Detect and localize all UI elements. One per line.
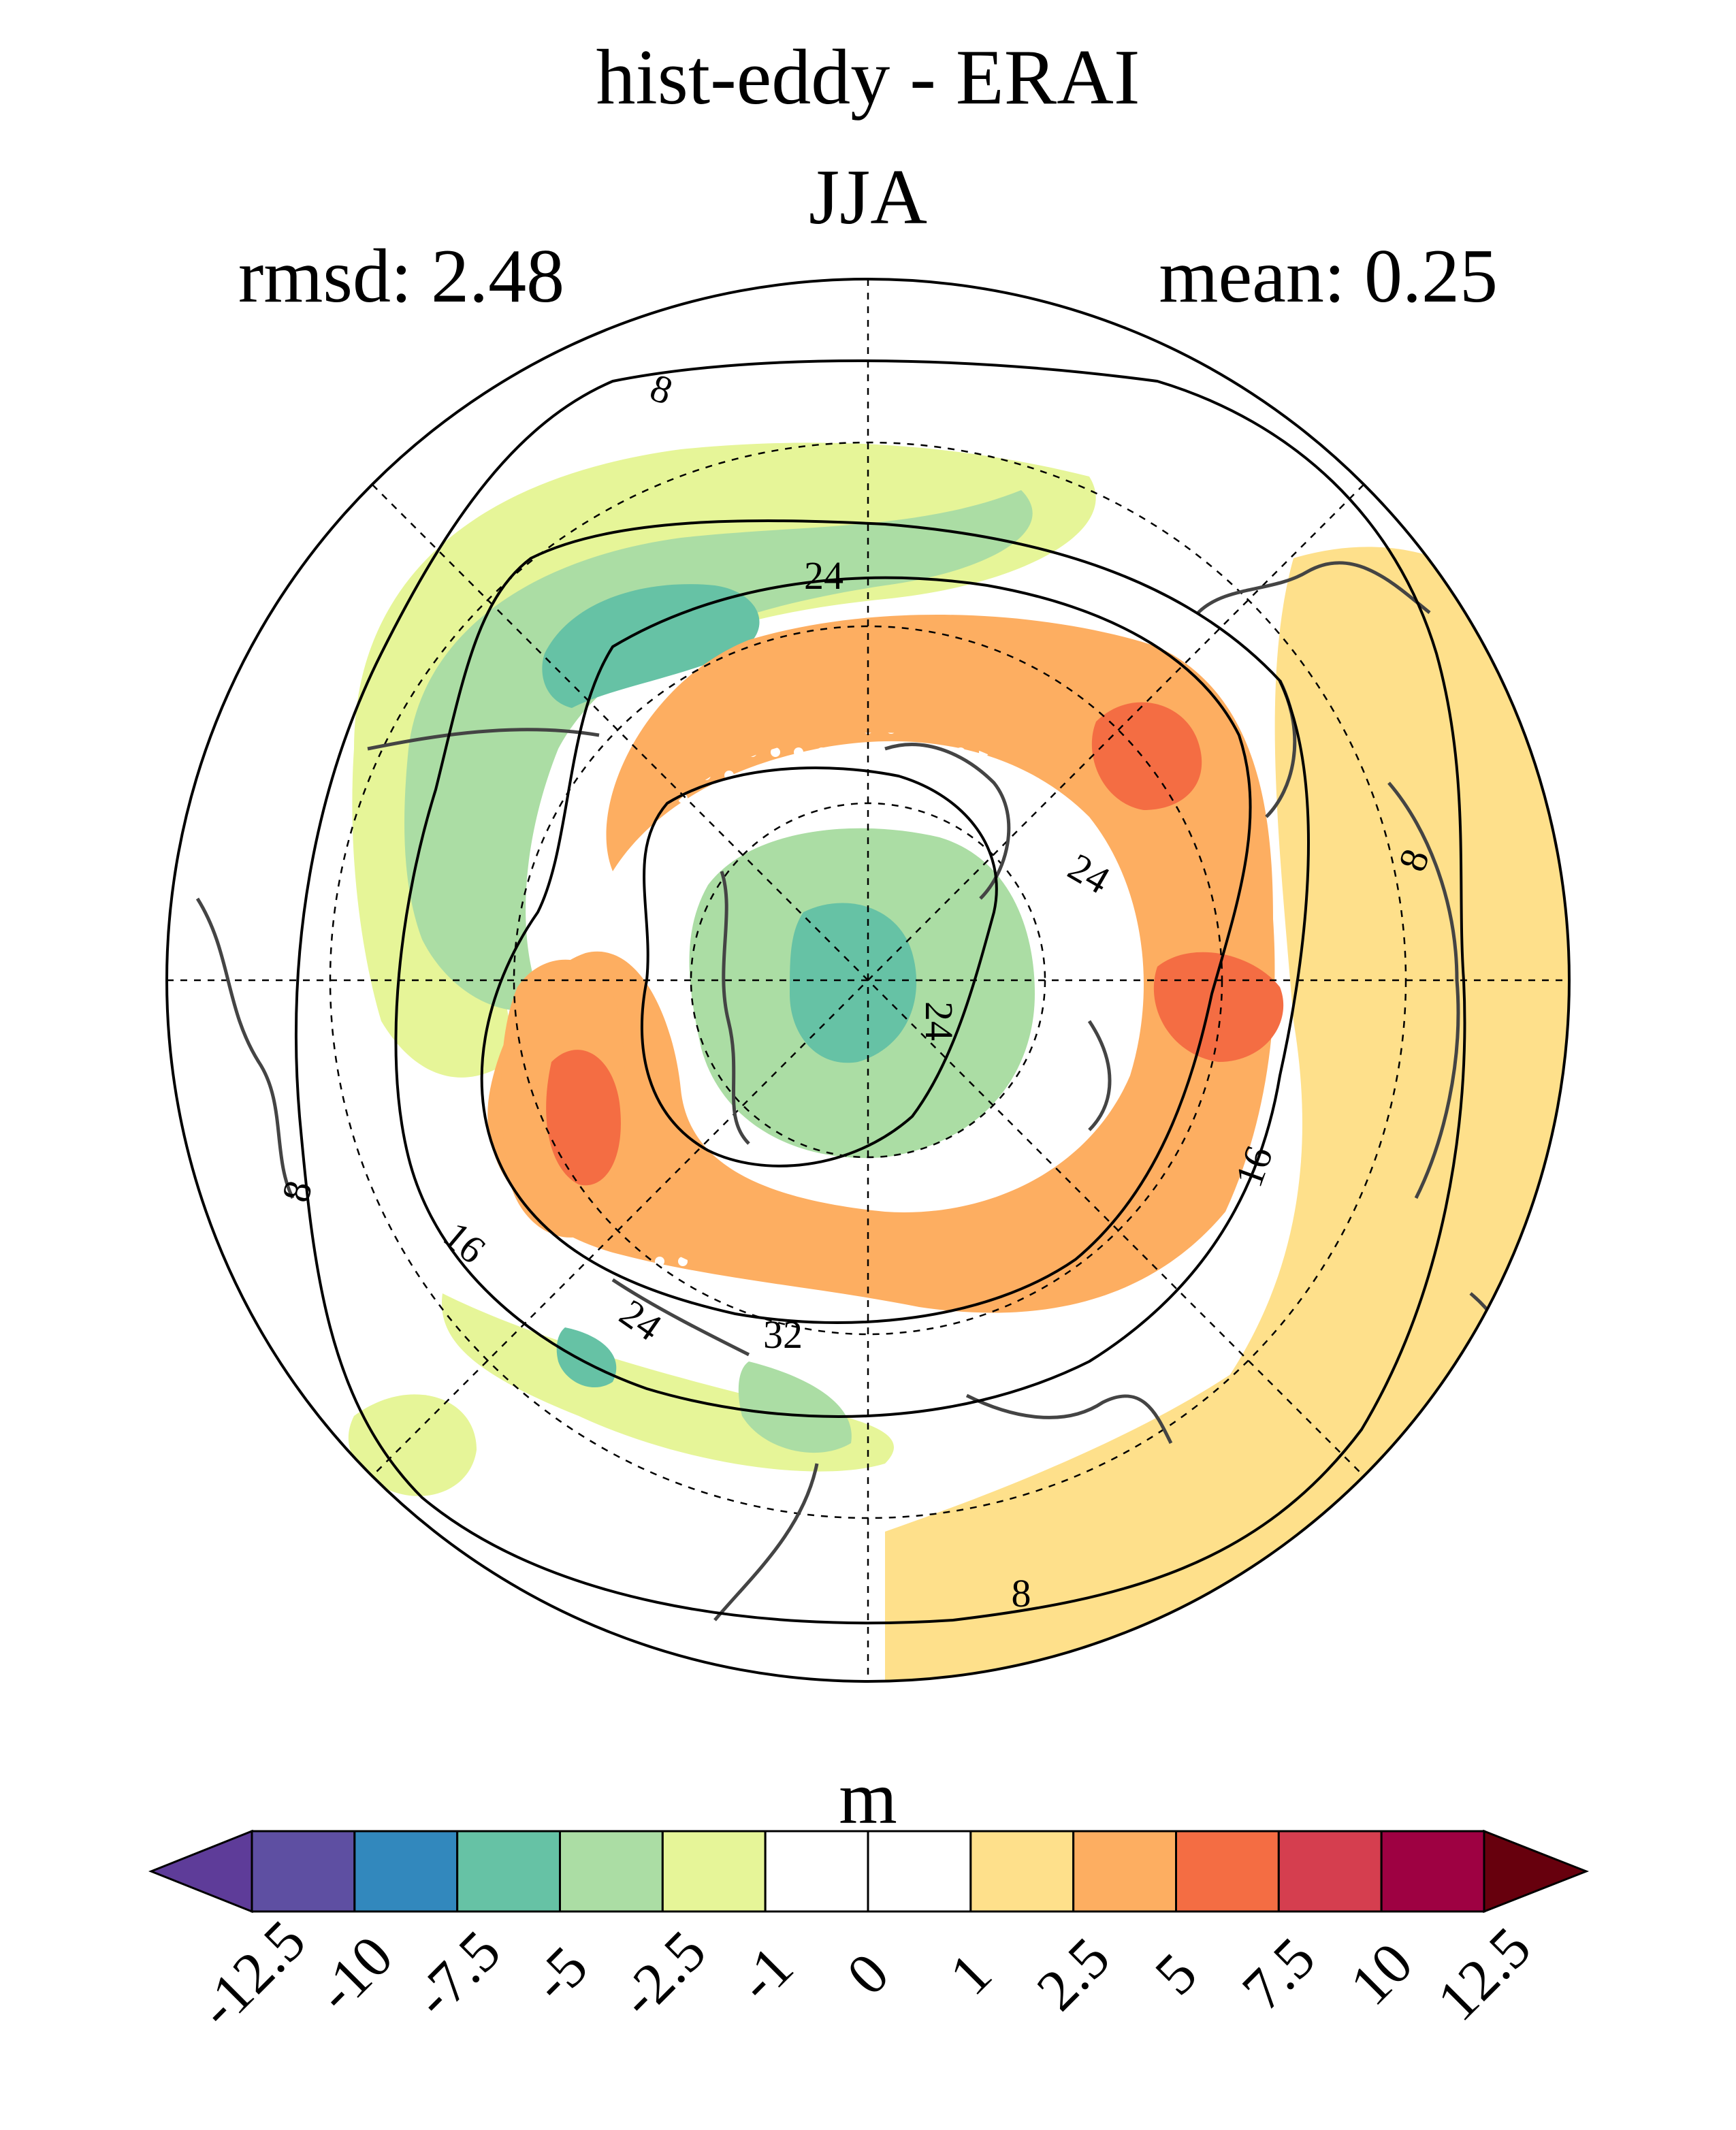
colorbar-tick-label: -12.5	[185, 1907, 318, 2040]
graticule	[167, 279, 1569, 1681]
contour-24	[480, 576, 1252, 1324]
contour-32	[640, 767, 998, 1167]
contour-label: 24	[804, 553, 843, 598]
anomaly-region-red-west	[546, 1050, 621, 1186]
contour-label: 24	[917, 1001, 961, 1041]
season-label: JJA	[808, 154, 928, 241]
colorbar-box	[251, 1830, 356, 1913]
contour-label: 8	[1012, 1571, 1031, 1615]
colorbar-box	[456, 1830, 562, 1913]
colorbar-tick-label: 0	[834, 1940, 901, 2007]
colorbar-box	[1175, 1830, 1280, 1913]
colorbar-tick-label: -1	[724, 1933, 805, 2014]
colorbar-box	[559, 1830, 664, 1913]
mean-label: mean: 0.25	[1159, 234, 1498, 319]
anomaly-region-orange-ring	[487, 614, 1275, 1313]
anomaly-region-red-se	[1153, 952, 1284, 1062]
colorbar-tick-labels: -12.5-10-7.5 -5 -2.5 -1 0 1 2.5 5 7.5 10 12.5	[185, 1907, 1543, 2040]
colorbar-box	[1072, 1830, 1177, 1913]
coastlines	[195, 561, 1514, 1621]
colorbar-tick-label: -7.5	[401, 1918, 513, 2029]
colorbar-units: m	[839, 1756, 897, 1839]
colorbar-boxes	[148, 1829, 1590, 1914]
colorbar-box	[1277, 1830, 1383, 1913]
colorbar-box	[661, 1830, 767, 1913]
colorbar-tick-label: 12.5	[1424, 1914, 1543, 2033]
stipple-south-ring	[647, 1239, 919, 1324]
stipple-east-ring	[1048, 885, 1102, 1076]
contour-8	[295, 359, 1466, 1625]
colorbar-tick-label: 1	[937, 1940, 1003, 2007]
anomaly-region-teal-pole	[790, 903, 917, 1063]
climatology-contours	[295, 359, 1466, 1625]
contour-16	[394, 519, 1310, 1418]
colorbar-box	[764, 1830, 869, 1913]
colorbar-box	[1380, 1830, 1485, 1913]
colorbar-extend-high	[1483, 1829, 1590, 1914]
colorbar-tick-label: -5	[519, 1933, 600, 2014]
colorbar-tick-label: -10	[304, 1923, 405, 2024]
colorbar-tick-label: 2.5	[1024, 1925, 1122, 2023]
colorbar-tick-label: 5	[1142, 1940, 1209, 2007]
colorbar-box	[969, 1830, 1075, 1913]
colorbar-tick-label: 7.5	[1229, 1925, 1328, 2023]
map-boundary	[165, 278, 1571, 1683]
rmsd-label: rmsd: 2.48	[238, 234, 565, 319]
anomaly-region-lightgreen-sw	[348, 1394, 477, 1496]
anomaly-region-green-south	[738, 1361, 852, 1453]
contour-label: 32	[763, 1312, 803, 1357]
colorbar-tick-label: 10	[1337, 1930, 1425, 2018]
colorbar-tick-label: -2.5	[607, 1918, 718, 2029]
colorbar-extend-low	[148, 1829, 253, 1914]
anomaly-region-green-north	[404, 490, 1033, 1012]
anomaly-region-teal-south	[556, 1327, 617, 1388]
figure-title: hist-eddy - ERAI	[596, 34, 1140, 121]
colorbar-box	[353, 1830, 459, 1913]
colorbar-box	[867, 1830, 972, 1913]
